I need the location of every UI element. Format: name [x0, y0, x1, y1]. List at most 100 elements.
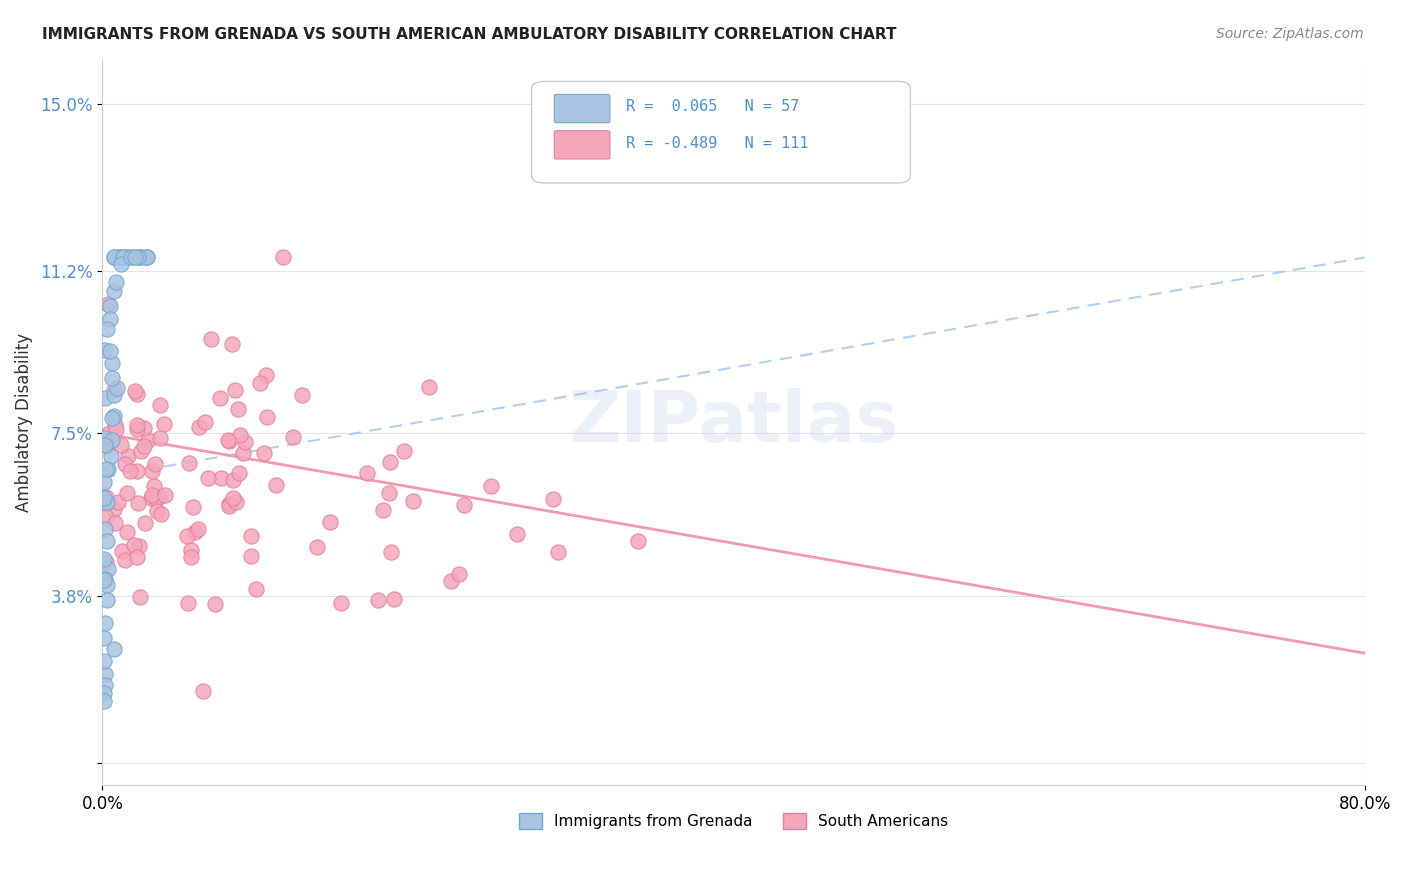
Point: [111, 543, 134, 558]
Point: [97, 462, 120, 476]
Point: [129, 591, 152, 605]
Point: [392, 444, 415, 458]
Point: [229, 428, 252, 442]
Point: [180, 549, 202, 564]
Text: IMMIGRANTS FROM GRENADA VS SOUTH AMERICAN AMBULATORY DISABILITY CORRELATION CHAR: IMMIGRANTS FROM GRENADA VS SOUTH AMERICA…: [42, 27, 897, 42]
Text: ZIPatlas: ZIPatlas: [568, 388, 898, 457]
Point: [264, 478, 287, 492]
Point: [97, 297, 120, 311]
Point: [96, 322, 118, 336]
Point: [125, 418, 148, 433]
Point: [319, 515, 342, 529]
Point: [93, 685, 115, 699]
Point: [100, 449, 122, 463]
Point: [107, 494, 129, 508]
Point: [149, 431, 172, 445]
Point: [124, 538, 146, 552]
Point: [117, 449, 139, 463]
Point: [103, 409, 125, 423]
Text: R =  0.065   N = 57: R = 0.065 N = 57: [626, 99, 800, 114]
Point: [181, 500, 204, 514]
Point: [378, 485, 401, 500]
Point: [98, 312, 121, 326]
FancyBboxPatch shape: [554, 131, 610, 159]
Point: [127, 251, 149, 265]
Point: [107, 251, 129, 265]
Point: [97, 562, 120, 576]
Point: [135, 251, 157, 265]
Point: [254, 368, 277, 383]
Point: [114, 553, 136, 567]
Point: [373, 503, 395, 517]
Point: [129, 251, 152, 265]
Point: [222, 473, 245, 487]
Point: [224, 383, 246, 397]
Point: [94, 522, 117, 536]
Point: [184, 524, 207, 539]
Point: [153, 417, 176, 432]
Point: [93, 631, 115, 645]
Point: [94, 343, 117, 357]
Point: [117, 251, 139, 265]
Point: [105, 275, 128, 289]
Point: [103, 383, 125, 397]
Y-axis label: Ambulatory Disability: Ambulatory Disability: [15, 333, 32, 512]
Point: [94, 572, 117, 586]
Point: [382, 592, 405, 607]
Point: [209, 471, 232, 485]
Point: [233, 434, 256, 449]
Point: [96, 533, 118, 548]
Point: [330, 596, 353, 610]
Point: [136, 433, 159, 447]
Point: [94, 391, 117, 405]
Point: [143, 479, 166, 493]
Point: [132, 420, 155, 434]
Point: [145, 503, 167, 517]
Point: [240, 549, 263, 563]
Point: [129, 251, 152, 265]
Point: [127, 422, 149, 436]
Point: [98, 426, 121, 441]
Point: [93, 616, 115, 631]
Point: [96, 593, 118, 607]
Point: [124, 384, 146, 398]
Point: [104, 417, 127, 432]
Point: [141, 488, 163, 502]
Point: [218, 434, 240, 448]
Point: [135, 251, 157, 265]
Point: [98, 299, 121, 313]
Point: [94, 555, 117, 569]
Text: Source: ZipAtlas.com: Source: ZipAtlas.com: [1216, 27, 1364, 41]
Point: [93, 654, 115, 668]
Point: [93, 667, 115, 681]
Point: [124, 251, 146, 265]
Point: [93, 491, 115, 506]
Point: [217, 433, 239, 447]
Point: [94, 490, 117, 504]
Point: [111, 251, 134, 265]
Point: [110, 258, 132, 272]
Point: [197, 471, 219, 485]
Point: [155, 488, 177, 502]
Point: [96, 495, 118, 509]
Point: [447, 566, 470, 581]
Point: [125, 550, 148, 565]
Point: [127, 464, 149, 478]
Text: R = -0.489   N = 111: R = -0.489 N = 111: [626, 136, 808, 151]
FancyBboxPatch shape: [531, 81, 910, 183]
Point: [114, 251, 136, 265]
Point: [547, 545, 569, 559]
Point: [541, 492, 564, 507]
Point: [232, 446, 254, 460]
Point: [103, 388, 125, 402]
Point: [479, 479, 502, 493]
Point: [104, 516, 127, 530]
Point: [204, 597, 226, 611]
Point: [305, 540, 328, 554]
Point: [94, 496, 117, 510]
Point: [112, 251, 135, 265]
Point: [256, 410, 278, 425]
Point: [118, 465, 141, 479]
Point: [108, 251, 131, 265]
Point: [103, 641, 125, 656]
